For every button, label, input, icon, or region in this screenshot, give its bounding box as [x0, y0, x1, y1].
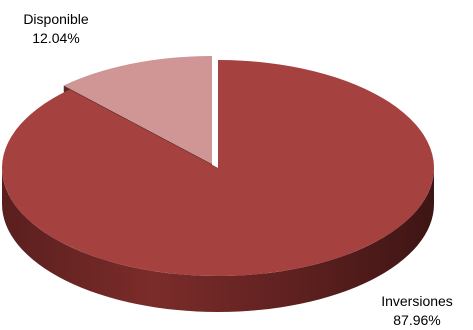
pie-slice-inversiones: [1, 60, 435, 276]
slice-value-inversiones: 87.96%: [393, 312, 440, 328]
slice-value-disponible: 12.04%: [32, 30, 79, 46]
pie-slice-disponible: [63, 56, 213, 164]
slice-name-disponible: Disponible: [23, 11, 89, 27]
pie-slice-side-inversiones: [2, 168, 434, 312]
slice-label-disponible: Disponible 12.04%: [23, 11, 89, 46]
slice-name-inversiones: Inversiones: [381, 293, 453, 309]
slice-label-inversiones: Inversiones 87.96%: [381, 293, 453, 328]
